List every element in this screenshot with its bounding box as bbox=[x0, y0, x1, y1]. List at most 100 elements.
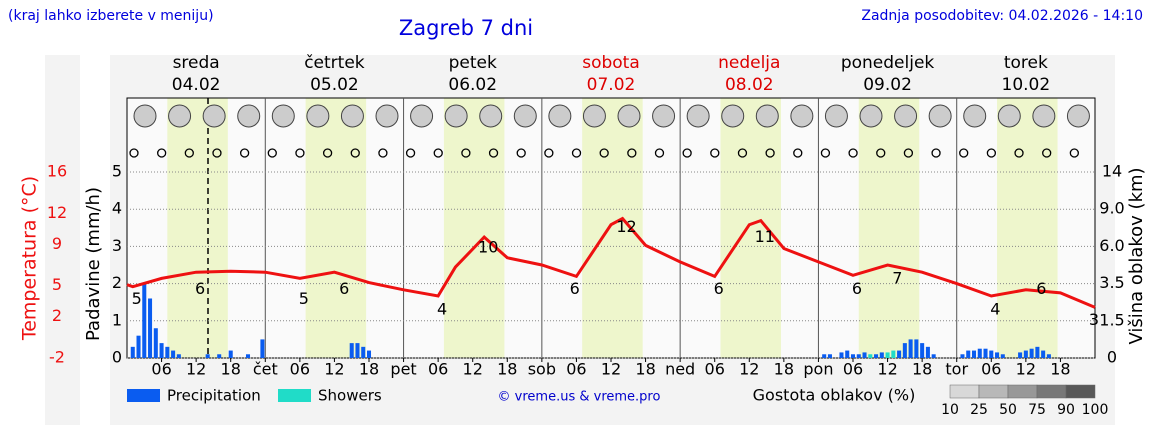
x-tick-label: 06 bbox=[843, 360, 863, 379]
updated: Zadnja posodobitev: 04.02.2026 - 14:10 bbox=[861, 8, 1143, 24]
x-tick-label: 06 bbox=[566, 360, 586, 379]
y2-tick-label: 6.0 bbox=[1099, 236, 1124, 255]
precip-bar bbox=[966, 350, 971, 358]
weather-icon bbox=[928, 104, 952, 128]
temp-label: 4 bbox=[990, 300, 1000, 319]
legend-swatch bbox=[278, 389, 311, 402]
precip-bar bbox=[1023, 350, 1028, 358]
precip-bar bbox=[165, 346, 170, 358]
wind-calm bbox=[433, 148, 443, 158]
note: (kraj lahko izberete v meniju) bbox=[8, 8, 214, 24]
cloud-level: 100 bbox=[1082, 402, 1109, 418]
day-name: sobota bbox=[582, 53, 640, 73]
wind-calm bbox=[1042, 148, 1052, 158]
legend-label: Showers bbox=[318, 387, 382, 405]
precip-bar bbox=[989, 350, 994, 358]
wind-calm bbox=[876, 148, 886, 158]
precip-bar bbox=[839, 352, 844, 358]
precip-bar bbox=[971, 350, 977, 358]
precip-bar bbox=[822, 354, 827, 358]
weather-icon bbox=[237, 104, 261, 128]
day-date: 05.02 bbox=[310, 75, 359, 95]
x-tick-label: 18 bbox=[912, 360, 932, 379]
weather-icon bbox=[1066, 104, 1090, 128]
x-tick-label: pon bbox=[803, 360, 833, 379]
temp-tick-label: 16 bbox=[47, 162, 67, 181]
temp-axis-title: Temperatura (°C) bbox=[19, 176, 41, 341]
precip-bar bbox=[862, 352, 867, 358]
weather-icon bbox=[202, 104, 226, 128]
y2-tick-label: 14 bbox=[1102, 162, 1122, 181]
precip-bar bbox=[1018, 352, 1023, 358]
wind-calm bbox=[848, 148, 858, 158]
precip-bar bbox=[850, 354, 856, 358]
temp-tick-label: -2 bbox=[49, 348, 65, 367]
wind-calm bbox=[1014, 148, 1024, 158]
precip-bar bbox=[366, 350, 372, 358]
precip-bar bbox=[205, 354, 210, 358]
daylight-band bbox=[305, 98, 367, 358]
weather-icon bbox=[479, 104, 503, 128]
wind-calm bbox=[599, 148, 609, 158]
precip-bar bbox=[914, 339, 919, 358]
weather-icon bbox=[617, 104, 641, 128]
temp-label: 6 bbox=[339, 279, 349, 298]
wind-calm bbox=[184, 148, 194, 158]
daylight-band bbox=[858, 98, 920, 358]
x-tick-label: 12 bbox=[601, 360, 621, 379]
precip-bar bbox=[159, 343, 164, 358]
day-date: 07.02 bbox=[587, 75, 636, 95]
weather-icon bbox=[859, 104, 883, 128]
cloud-swatch bbox=[949, 384, 980, 399]
y-axis-title: Padavine (mm/h) bbox=[83, 187, 104, 341]
precip-bar bbox=[361, 346, 366, 358]
weather-icon bbox=[1032, 104, 1056, 128]
x-tick-label: ned bbox=[665, 360, 695, 379]
weather-icon bbox=[271, 104, 295, 128]
day-name: četrtek bbox=[304, 53, 365, 73]
temp-label: 10 bbox=[478, 238, 498, 257]
wind-calm bbox=[239, 148, 250, 158]
precip-bar bbox=[874, 354, 879, 358]
weather-icon bbox=[963, 104, 987, 128]
precip-bar bbox=[171, 350, 176, 358]
precip-bar bbox=[355, 343, 360, 358]
wind-calm bbox=[571, 148, 582, 158]
wind-calm bbox=[1069, 148, 1079, 158]
cloud-swatch bbox=[1036, 384, 1067, 399]
legend-label: Precipitation bbox=[167, 387, 261, 405]
precip-bar bbox=[1000, 354, 1005, 358]
y2-tick-label: 0 bbox=[1107, 348, 1117, 367]
temp-label: 6 bbox=[714, 279, 724, 298]
y-tick-label: 4 bbox=[112, 199, 122, 218]
y-tick-label: 5 bbox=[112, 162, 122, 181]
weather-icon bbox=[652, 104, 676, 128]
temperature-line bbox=[126, 216, 1096, 309]
weather-icon bbox=[168, 104, 192, 128]
precip-bar bbox=[920, 343, 925, 358]
day-name: nedelja bbox=[718, 53, 780, 73]
x-tick-label: 06 bbox=[428, 360, 448, 379]
wind-calm bbox=[931, 148, 941, 158]
temp-label: 5 bbox=[299, 289, 309, 308]
wind-calm bbox=[654, 148, 665, 158]
wind-calm bbox=[516, 148, 526, 158]
precip-bar bbox=[995, 352, 1000, 358]
temp-label: 7 bbox=[892, 269, 902, 288]
day-date: 04.02 bbox=[172, 75, 221, 95]
precip-bar bbox=[260, 339, 265, 358]
precip-bar bbox=[176, 354, 181, 358]
weather-icon bbox=[894, 104, 918, 128]
precip-bar bbox=[925, 346, 930, 358]
weather-icon bbox=[790, 104, 814, 128]
y2-tick-label: 1.5 bbox=[1099, 310, 1124, 329]
precip-bar bbox=[902, 343, 907, 358]
temp-label: 3 bbox=[1089, 310, 1099, 329]
day-name: sreda bbox=[173, 53, 220, 73]
temp-label: 6 bbox=[570, 279, 580, 298]
precip-bar bbox=[983, 348, 988, 358]
weather-icon bbox=[721, 104, 745, 128]
precip-bar bbox=[908, 339, 913, 358]
y-tick-label: 1 bbox=[112, 310, 122, 329]
precip-bar bbox=[879, 352, 884, 358]
